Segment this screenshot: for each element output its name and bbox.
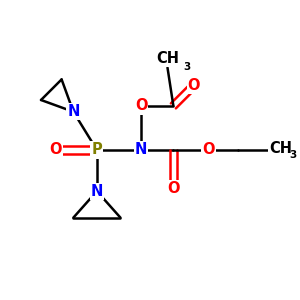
Text: N: N [91, 184, 103, 199]
Text: O: O [50, 142, 62, 158]
Text: N: N [135, 142, 147, 158]
Text: P: P [92, 142, 102, 158]
Text: 3: 3 [184, 62, 191, 72]
Text: O: O [188, 78, 200, 93]
Text: CH: CH [156, 51, 179, 66]
Text: O: O [135, 98, 147, 113]
Text: O: O [202, 142, 215, 158]
Text: 3: 3 [289, 150, 296, 160]
Text: CH: CH [269, 141, 292, 156]
Text: O: O [167, 181, 180, 196]
Text: N: N [67, 104, 80, 119]
